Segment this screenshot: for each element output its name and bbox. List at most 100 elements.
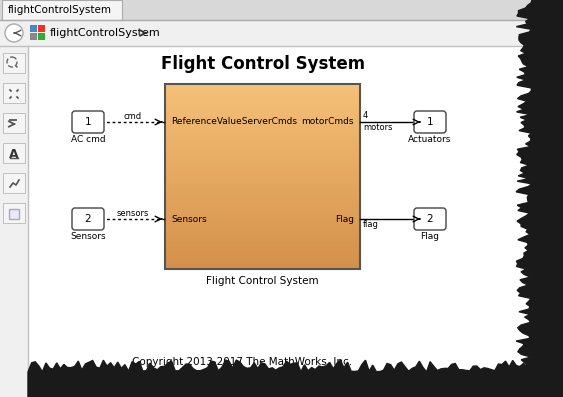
Bar: [165, 207, 360, 212]
Polygon shape: [516, 0, 563, 397]
Text: flightControlSystem: flightControlSystem: [8, 5, 112, 15]
Bar: [165, 244, 360, 249]
FancyBboxPatch shape: [414, 208, 446, 230]
Bar: [165, 139, 360, 144]
Bar: [165, 93, 360, 97]
Bar: [165, 195, 360, 199]
Bar: [165, 241, 360, 245]
Text: Copyright 2013-2017 The MathWorks, Inc.: Copyright 2013-2017 The MathWorks, Inc.: [132, 357, 352, 367]
Bar: [165, 183, 360, 187]
Bar: [165, 158, 360, 162]
Text: Actuators: Actuators: [408, 135, 452, 144]
Polygon shape: [28, 360, 563, 397]
Bar: [165, 155, 360, 159]
Bar: [165, 198, 360, 202]
Bar: [165, 164, 360, 168]
Bar: [165, 130, 360, 134]
Text: Sensors: Sensors: [70, 232, 106, 241]
Bar: [165, 106, 360, 110]
Bar: [165, 189, 360, 193]
FancyBboxPatch shape: [3, 203, 25, 223]
Bar: [165, 214, 360, 218]
Text: 4: 4: [363, 111, 368, 120]
Text: Sensors: Sensors: [171, 214, 207, 224]
Bar: [165, 146, 360, 150]
Bar: [165, 118, 360, 122]
Text: sensors: sensors: [117, 209, 149, 218]
Bar: [165, 167, 360, 172]
Bar: [165, 201, 360, 205]
Bar: [165, 152, 360, 156]
Bar: [165, 96, 360, 100]
FancyBboxPatch shape: [3, 113, 25, 133]
Bar: [165, 109, 360, 113]
Bar: [165, 266, 360, 270]
Text: flag: flag: [363, 220, 379, 229]
Bar: [165, 112, 360, 116]
Bar: [165, 257, 360, 261]
FancyBboxPatch shape: [3, 53, 25, 73]
Bar: [165, 226, 360, 230]
Bar: [165, 137, 360, 141]
Text: 2: 2: [84, 214, 91, 224]
Bar: [165, 232, 360, 236]
Bar: [165, 223, 360, 227]
Bar: [165, 170, 360, 174]
Bar: [165, 192, 360, 196]
Bar: [165, 173, 360, 177]
Bar: [165, 143, 360, 146]
Text: cmd: cmd: [124, 112, 142, 121]
Text: Flag: Flag: [335, 214, 354, 224]
Bar: [165, 220, 360, 224]
Bar: [2, 0, 122, 20]
Bar: [165, 90, 360, 94]
Bar: [165, 179, 360, 184]
Circle shape: [5, 24, 23, 42]
Text: ReferenceValueServerCmds: ReferenceValueServerCmds: [171, 118, 297, 127]
Bar: [165, 238, 360, 242]
Bar: [0, 46, 28, 397]
Bar: [165, 84, 360, 88]
Bar: [165, 99, 360, 104]
Text: motors: motors: [363, 123, 392, 132]
Text: 2: 2: [427, 214, 434, 224]
Bar: [165, 87, 360, 91]
Bar: [165, 263, 360, 267]
Text: Flight Control System: Flight Control System: [206, 276, 319, 286]
FancyBboxPatch shape: [3, 143, 25, 163]
Text: Flag: Flag: [421, 232, 440, 241]
FancyBboxPatch shape: [414, 111, 446, 133]
Text: flightControlSystem: flightControlSystem: [50, 28, 161, 38]
Bar: [165, 217, 360, 221]
Bar: [165, 210, 360, 214]
Bar: [165, 186, 360, 190]
Bar: [165, 235, 360, 239]
Bar: [38, 33, 45, 40]
Bar: [165, 204, 360, 208]
Bar: [165, 229, 360, 233]
Bar: [165, 254, 360, 258]
Bar: [165, 121, 360, 125]
FancyBboxPatch shape: [72, 111, 104, 133]
Bar: [165, 161, 360, 165]
Bar: [0, 20, 563, 46]
Text: 1: 1: [427, 117, 434, 127]
Bar: [165, 247, 360, 252]
Bar: [165, 133, 360, 137]
Bar: [38, 25, 45, 32]
FancyBboxPatch shape: [3, 83, 25, 103]
Bar: [165, 102, 360, 106]
Bar: [165, 127, 360, 131]
Text: AC cmd: AC cmd: [71, 135, 105, 144]
Text: A: A: [9, 148, 19, 160]
Bar: [28, 46, 563, 397]
Text: motorCmds: motorCmds: [302, 118, 354, 127]
Bar: [30, 33, 37, 40]
Bar: [165, 124, 360, 128]
FancyBboxPatch shape: [3, 173, 25, 193]
FancyBboxPatch shape: [72, 208, 104, 230]
Bar: [165, 115, 360, 119]
Bar: [165, 177, 360, 181]
Bar: [30, 25, 37, 32]
Bar: [165, 260, 360, 264]
